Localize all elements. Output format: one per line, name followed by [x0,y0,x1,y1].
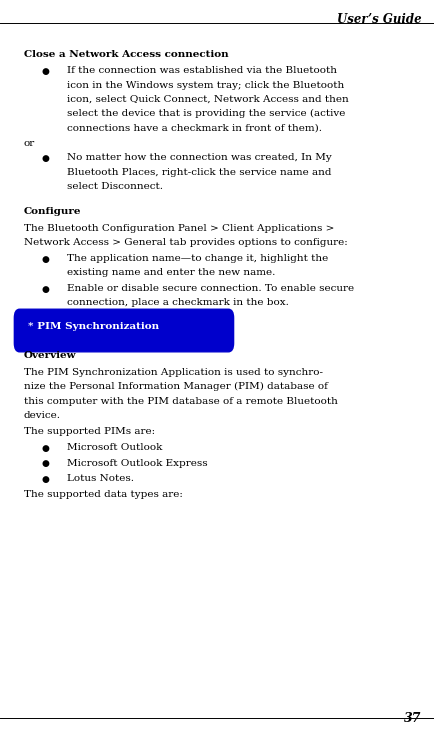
Text: ●: ● [42,68,49,76]
Text: ●: ● [42,475,49,484]
Text: The supported data types are:: The supported data types are: [24,490,182,498]
Text: Configure: Configure [24,207,81,216]
Text: select Disconnect.: select Disconnect. [67,182,163,191]
FancyBboxPatch shape [14,309,233,352]
Text: Network Access > General tab provides options to configure:: Network Access > General tab provides op… [24,238,347,247]
Text: connection, place a checkmark in the box.: connection, place a checkmark in the box… [67,298,289,307]
Text: Overview: Overview [24,352,76,360]
Text: this computer with the PIM database of a remote Bluetooth: this computer with the PIM database of a… [24,396,337,406]
Text: ●: ● [42,285,49,294]
Text: If the connection was established via the Bluetooth: If the connection was established via th… [67,67,337,76]
Text: 37: 37 [404,712,421,725]
Text: ●: ● [42,459,49,468]
Text: Lotus Notes.: Lotus Notes. [67,474,134,483]
Text: or: or [24,139,35,148]
Text: No matter how the connection was created, In My: No matter how the connection was created… [67,153,332,162]
Text: existing name and enter the new name.: existing name and enter the new name. [67,269,275,277]
Text: The PIM Synchronization Application is used to synchro-: The PIM Synchronization Application is u… [24,368,322,377]
Text: Microsoft Outlook Express: Microsoft Outlook Express [67,459,207,468]
Text: icon, select Quick Connect, Network Access and then: icon, select Quick Connect, Network Acce… [67,95,349,104]
Text: nize the Personal Information Manager (PIM) database of: nize the Personal Information Manager (P… [24,382,327,391]
Text: Bluetooth Places, right-click the service name and: Bluetooth Places, right-click the servic… [67,168,331,177]
Text: ●: ● [42,154,49,163]
Text: The supported PIMs are:: The supported PIMs are: [24,427,155,436]
Text: The Bluetooth Configuration Panel > Client Applications >: The Bluetooth Configuration Panel > Clie… [24,224,334,233]
Text: User’s Guide: User’s Guide [336,13,421,26]
Text: * PIM Synchronization: * PIM Synchronization [28,322,159,332]
Text: Microsoft Outlook: Microsoft Outlook [67,443,162,452]
Text: connections have a checkmark in front of them).: connections have a checkmark in front of… [67,123,322,133]
Text: icon in the Windows system tray; click the Bluetooth: icon in the Windows system tray; click t… [67,81,344,90]
Text: Enable or disable secure connection. To enable secure: Enable or disable secure connection. To … [67,284,354,293]
Text: The application name—to change it, highlight the: The application name—to change it, highl… [67,254,328,263]
Text: ●: ● [42,444,49,453]
Text: select the device that is providing the service (active: select the device that is providing the … [67,109,345,118]
Text: device.: device. [24,411,61,420]
Text: ●: ● [42,255,49,264]
Text: Close a Network Access connection: Close a Network Access connection [24,50,228,59]
